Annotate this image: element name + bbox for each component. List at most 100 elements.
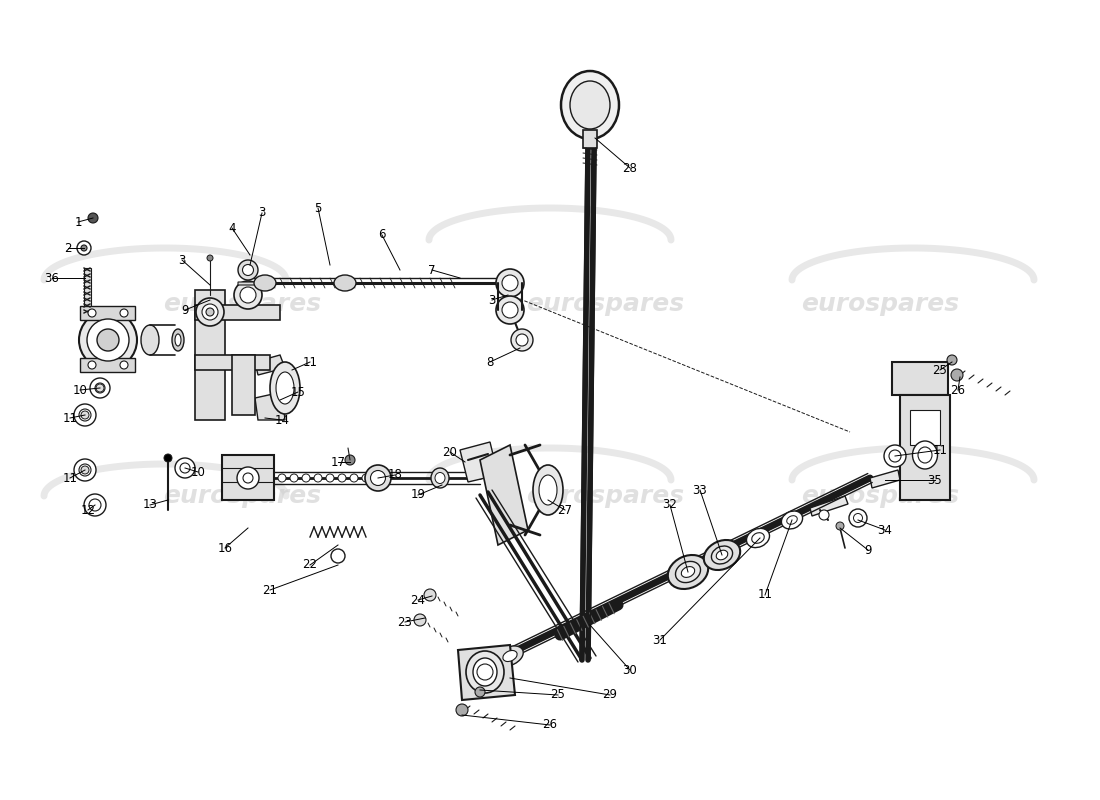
Text: eurospares: eurospares (801, 484, 959, 508)
Text: 4: 4 (229, 222, 235, 234)
Text: 1: 1 (75, 215, 81, 229)
Circle shape (81, 411, 89, 419)
Ellipse shape (270, 362, 300, 414)
Text: 11: 11 (933, 443, 947, 457)
Ellipse shape (854, 514, 862, 522)
Ellipse shape (675, 562, 701, 582)
Text: 5: 5 (315, 202, 321, 214)
Circle shape (88, 309, 96, 317)
Text: 3: 3 (488, 294, 496, 306)
Text: 19: 19 (410, 489, 426, 502)
Text: 27: 27 (558, 503, 572, 517)
Circle shape (302, 474, 310, 482)
Text: 34: 34 (878, 523, 892, 537)
Text: 23: 23 (397, 615, 412, 629)
Ellipse shape (704, 540, 740, 570)
Text: 25: 25 (933, 363, 947, 377)
Ellipse shape (196, 298, 224, 326)
Polygon shape (195, 290, 226, 420)
Text: 16: 16 (218, 542, 232, 554)
Circle shape (331, 549, 345, 563)
Circle shape (414, 614, 426, 626)
Ellipse shape (751, 533, 764, 543)
Ellipse shape (884, 445, 906, 467)
Ellipse shape (570, 81, 611, 129)
Ellipse shape (254, 275, 276, 291)
Bar (910, 410, 940, 445)
Text: eurospares: eurospares (526, 292, 684, 316)
Ellipse shape (712, 546, 733, 564)
Text: 26: 26 (950, 383, 966, 397)
Ellipse shape (889, 450, 901, 462)
Text: 11: 11 (758, 589, 772, 602)
Circle shape (278, 474, 286, 482)
Text: 33: 33 (693, 483, 707, 497)
Text: 29: 29 (603, 689, 617, 702)
Text: 26: 26 (542, 718, 558, 731)
Ellipse shape (918, 447, 932, 463)
Bar (84, 268, 91, 316)
Polygon shape (195, 355, 270, 370)
Polygon shape (255, 392, 285, 420)
Circle shape (77, 241, 91, 255)
Circle shape (96, 384, 104, 392)
Ellipse shape (95, 383, 104, 393)
Ellipse shape (747, 528, 770, 548)
Ellipse shape (503, 650, 517, 662)
Polygon shape (892, 362, 948, 395)
Polygon shape (870, 470, 900, 488)
Ellipse shape (502, 302, 518, 318)
Ellipse shape (473, 658, 497, 686)
Polygon shape (460, 442, 498, 482)
Ellipse shape (781, 511, 803, 529)
Circle shape (290, 474, 298, 482)
Polygon shape (900, 395, 950, 500)
Text: 31: 31 (652, 634, 668, 646)
Text: 24: 24 (410, 594, 426, 606)
Circle shape (88, 361, 96, 369)
Polygon shape (810, 496, 848, 516)
Ellipse shape (502, 275, 518, 291)
Ellipse shape (466, 651, 504, 693)
Polygon shape (238, 282, 262, 285)
Polygon shape (480, 445, 528, 545)
Ellipse shape (496, 269, 524, 297)
Circle shape (120, 309, 128, 317)
Ellipse shape (668, 555, 708, 589)
Polygon shape (458, 645, 515, 700)
Bar (80, 306, 135, 320)
Text: 2: 2 (64, 242, 72, 254)
Ellipse shape (434, 473, 446, 483)
Ellipse shape (79, 464, 91, 476)
Text: 35: 35 (927, 474, 943, 486)
Circle shape (88, 213, 98, 223)
Ellipse shape (236, 467, 258, 489)
Circle shape (836, 522, 844, 530)
Text: 28: 28 (623, 162, 637, 174)
Text: 3: 3 (178, 254, 186, 266)
Text: 15: 15 (290, 386, 306, 398)
Ellipse shape (561, 71, 619, 139)
Ellipse shape (240, 287, 256, 303)
Text: eurospares: eurospares (163, 484, 321, 508)
Text: 12: 12 (80, 503, 96, 517)
Ellipse shape (786, 516, 798, 524)
Ellipse shape (849, 509, 867, 527)
Text: 11: 11 (63, 411, 77, 425)
Text: 9: 9 (865, 543, 871, 557)
Bar (583, 130, 597, 148)
Text: 10: 10 (73, 383, 87, 397)
Text: 10: 10 (190, 466, 206, 478)
Circle shape (207, 255, 213, 261)
Ellipse shape (87, 319, 129, 361)
Ellipse shape (74, 459, 96, 481)
Circle shape (456, 704, 468, 716)
Text: eurospares: eurospares (163, 292, 321, 316)
Circle shape (81, 245, 87, 251)
Circle shape (120, 361, 128, 369)
Text: 13: 13 (143, 498, 157, 511)
Ellipse shape (534, 465, 563, 515)
Ellipse shape (371, 470, 385, 486)
Text: eurospares: eurospares (801, 292, 959, 316)
Ellipse shape (497, 646, 524, 666)
